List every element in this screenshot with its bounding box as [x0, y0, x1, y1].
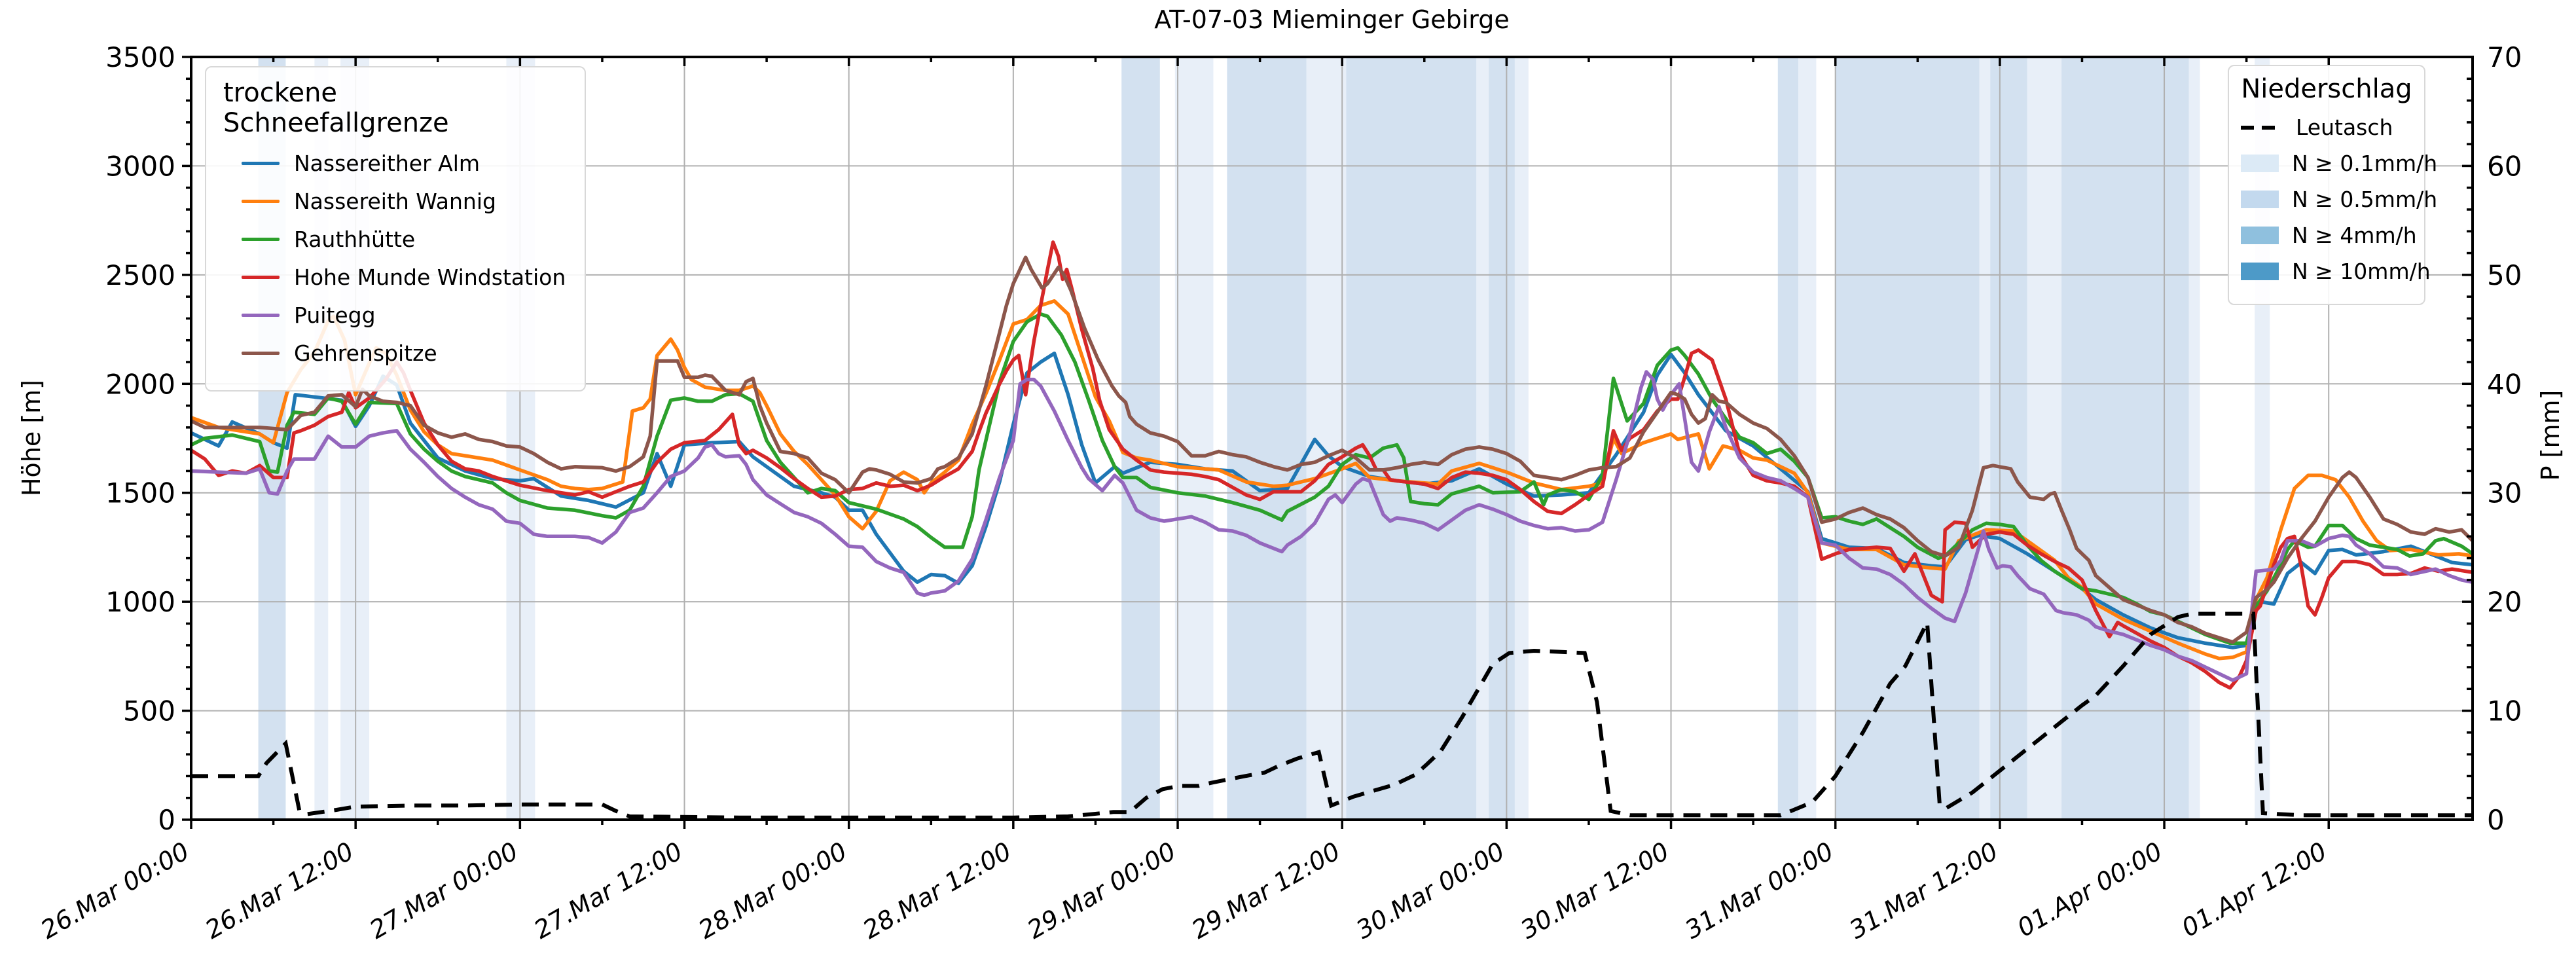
precip-band-0.1 — [1514, 57, 1529, 820]
legend-snowline-title: trockene Schneefallgrenze — [223, 78, 449, 138]
precip-band-0.1 — [2188, 57, 2200, 820]
line-swatch-icon — [242, 200, 280, 203]
legend-entry-precip-level: N ≥ 4mm/h — [2241, 223, 2417, 248]
line-swatch-icon — [242, 276, 280, 279]
legend-snowline: trockene Schneefallgrenze Nassereither A… — [205, 66, 586, 392]
precip-band-0.5 — [1346, 57, 1477, 820]
precip-band-0.5 — [2061, 57, 2189, 820]
y-left-tick-label: 3000 — [105, 150, 175, 182]
series-gehrenspitze — [191, 255, 2473, 644]
x-tick-label: 27.Mar 12:00 — [529, 837, 687, 945]
legend-entry-label: Nassereith Wannig — [294, 189, 496, 214]
series-hohe-munde-windstation — [191, 240, 2473, 690]
legend-entry-label: Rauthhütte — [294, 227, 416, 252]
y-left-tick-label: 500 — [123, 695, 175, 727]
band-swatch-icon — [2241, 155, 2279, 172]
band-swatch-icon — [2241, 263, 2279, 280]
x-tick-label: 29.Mar 12:00 — [1187, 837, 1345, 945]
x-tick-label: 30.Mar 00:00 — [1351, 837, 1510, 945]
band-swatch-icon — [2241, 227, 2279, 244]
legend-entry-precip-level: N ≥ 10mm/h — [2241, 259, 2431, 284]
legend-entry-label: Hohe Munde Windstation — [294, 265, 566, 290]
legend-entry-label: N ≥ 4mm/h — [2292, 223, 2417, 248]
y-right-tick-label: 20 — [2487, 586, 2522, 618]
precip-band-0.1 — [1798, 57, 1817, 820]
line-swatch-icon — [242, 162, 280, 165]
precip-band-0.5 — [1121, 57, 1160, 820]
y-left-tick-label: 0 — [158, 804, 175, 836]
x-tick-label: 31.Mar 12:00 — [1845, 837, 2003, 945]
x-tick-labels: 26.Mar 00:00 26.Mar 12:00 27.Mar 00:00 27.M… — [36, 837, 2332, 945]
x-tick-label: 27.Mar 00:00 — [365, 837, 523, 945]
y-left-tick-label: 2000 — [105, 368, 175, 400]
precip-band-0.5 — [1990, 57, 2027, 820]
y-right-tick-label: 70 — [2487, 41, 2522, 73]
y-left-tick-label: 1500 — [105, 477, 175, 509]
legend-entry-label: N ≥ 10mm/h — [2292, 259, 2431, 284]
y-right-tick-label: 60 — [2487, 150, 2522, 182]
legend-entry-precip-level: N ≥ 0.1mm/h — [2241, 151, 2437, 176]
precip-band-0.5 — [1835, 57, 1980, 820]
legend-entry-label: Nassereither Alm — [294, 151, 481, 176]
legend-entry-gehrenspitze: Gehrenspitze — [242, 340, 568, 366]
y-right-tick-label: 50 — [2487, 259, 2522, 291]
legend-entry-hohe-munde-windstation: Hohe Munde Windstation — [242, 265, 568, 290]
y-left-tick-label: 1000 — [105, 586, 175, 618]
precip-band-0.1 — [1174, 57, 1214, 820]
legend-entry-nassereither-alm: Nassereither Alm — [242, 151, 568, 176]
y-axis-label-left: Höhe [m] — [17, 379, 46, 497]
y-left-tick-label: 2500 — [105, 259, 175, 291]
band-swatch-icon — [2241, 191, 2279, 208]
y-axis-label-right: P [mm] — [2536, 390, 2565, 481]
precip-band-0.1 — [1476, 57, 1489, 820]
chart-title: AT-07-03 Mieminger Gebirge — [1154, 5, 1510, 34]
legend-entry-rauthh-tte: Rauthhütte — [242, 227, 568, 252]
x-tick-label: 28.Mar 12:00 — [858, 837, 1017, 945]
y-right-tick-labels: 0 10 20 30 40 50 60 70 — [2487, 41, 2522, 836]
precip-band-0.1 — [2027, 57, 2062, 820]
legend-precip-title: Niederschlag — [2241, 74, 2412, 104]
x-tick-label: 26.Mar 00:00 — [36, 837, 194, 945]
y-left-tick-labels: 0 500 1000 1500 2000 2500 3000 3500 — [105, 41, 175, 836]
y-right-tick-label: 10 — [2487, 695, 2522, 727]
x-tick-label: 01.Apr 12:00 — [2177, 837, 2332, 943]
precip-band-0.5 — [1227, 57, 1307, 820]
x-tick-label: 01.Apr 00:00 — [2012, 837, 2168, 943]
axis-ticks — [182, 56, 2473, 829]
legend-entry-nassereith-wannig: Nassereith Wannig — [242, 189, 568, 214]
line-swatch-icon — [242, 314, 280, 317]
legend-entry-leutasch: Leutasch — [2241, 115, 2412, 140]
x-tick-label: 30.Mar 12:00 — [1515, 837, 1674, 945]
x-tick-label: 29.Mar 00:00 — [1023, 837, 1181, 945]
y-right-tick-label: 0 — [2487, 804, 2505, 836]
legend-entry-label: N ≥ 0.5mm/h — [2292, 187, 2438, 212]
legend-entry-label: Leutasch — [2296, 115, 2393, 140]
y-right-tick-label: 40 — [2487, 368, 2522, 400]
series-leutasch-precip — [191, 611, 2473, 820]
line-swatch-icon — [242, 352, 280, 355]
line-swatch-icon — [242, 238, 280, 241]
legend-entry-label: Puitegg — [294, 302, 376, 328]
series-puitegg — [191, 370, 2473, 682]
x-tick-label: 28.Mar 00:00 — [693, 837, 852, 945]
legend-entry-puitegg: Puitegg — [242, 302, 568, 328]
plot-border — [190, 56, 2474, 821]
precip-band-0.5 — [1489, 57, 1515, 820]
precip-band-0.1 — [1979, 57, 1991, 820]
x-tick-label: 26.Mar 12:00 — [200, 837, 359, 945]
legend-entry-label: N ≥ 0.1mm/h — [2292, 151, 2438, 176]
y-left-tick-label: 3500 — [105, 41, 175, 73]
precip-band-0.1 — [1306, 57, 1347, 820]
legend-entry-label: Gehrenspitze — [294, 340, 437, 366]
dashed-line-swatch-icon — [2241, 125, 2283, 130]
legend-precip: Niederschlag Leutasch N ≥ 0.1mm/h N ≥ 0.5… — [2228, 65, 2437, 305]
legend-entry-precip-level: N ≥ 0.5mm/h — [2241, 187, 2437, 212]
y-right-tick-label: 30 — [2487, 477, 2522, 509]
x-tick-label: 31.Mar 00:00 — [1680, 837, 1838, 945]
